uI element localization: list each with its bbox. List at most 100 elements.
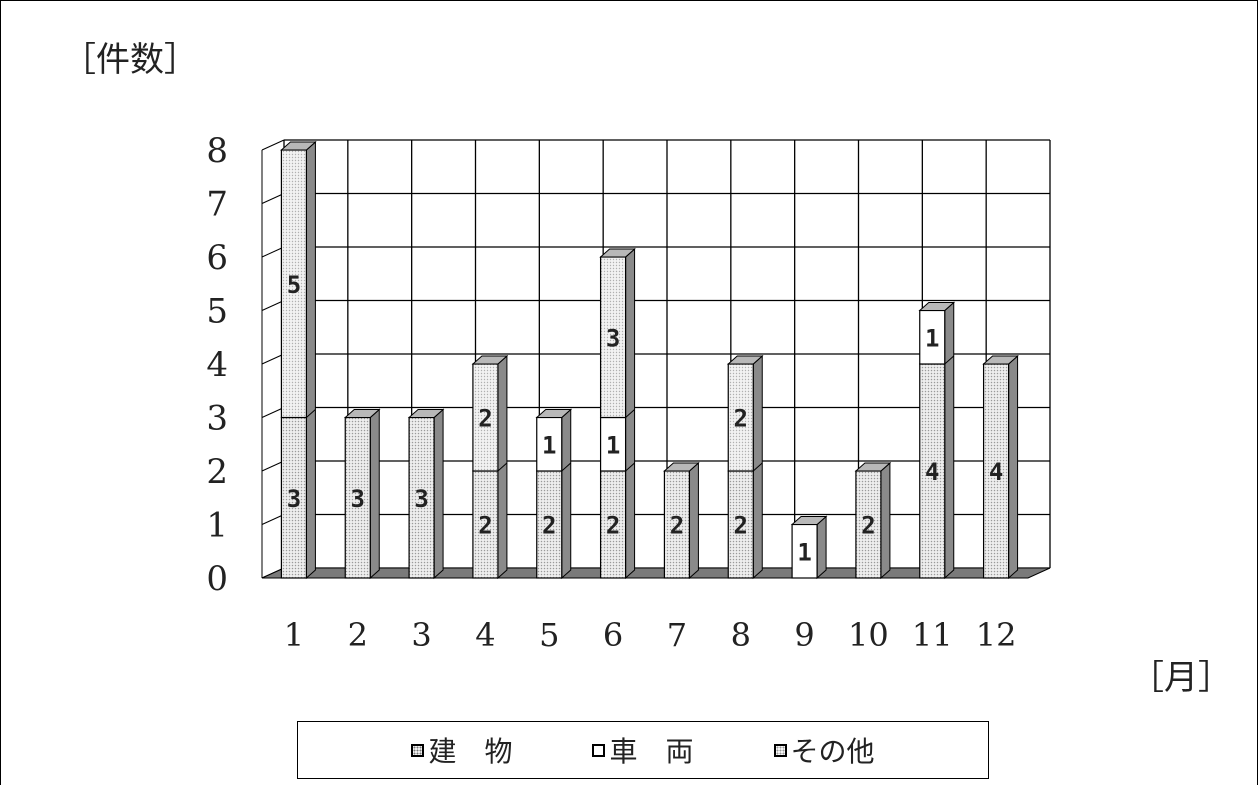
- x-tick-label: 7: [667, 616, 687, 654]
- bar-side-divider: [497, 462, 508, 472]
- bar-segment-other: [727, 363, 754, 472]
- bar-top-face: [280, 141, 317, 151]
- bar-side-face: [688, 461, 699, 580]
- bar-segment-buildings: [536, 470, 563, 579]
- bar-side-face: [816, 515, 827, 580]
- bar-segment-buildings: [408, 416, 435, 579]
- bar-segment-buildings: [982, 363, 1010, 579]
- bar-side-face: [561, 408, 572, 580]
- data-label: 3: [606, 324, 620, 352]
- data-label: 2: [478, 512, 492, 540]
- bar-top-face: [918, 302, 956, 311]
- y-tick-label: 2: [206, 452, 228, 492]
- legend: 建 物 車 両 その他: [297, 721, 989, 779]
- data-label: 5: [287, 271, 301, 299]
- y-tick-label: 5: [206, 292, 228, 332]
- gridline-wall: [261, 300, 285, 311]
- bar-segment-buildings: [280, 416, 308, 579]
- x-tick-label: 4: [475, 616, 495, 654]
- legend-item-buildings: 建 物: [411, 730, 512, 770]
- data-label: 4: [925, 458, 939, 486]
- bar-side-face: [305, 140, 316, 580]
- x-tick-label: 5: [539, 616, 559, 654]
- x-tick-label: 12: [976, 616, 1017, 654]
- legend-item-vehicles: 車 両: [592, 730, 694, 770]
- data-label: 2: [861, 512, 875, 540]
- bar-top-face: [599, 248, 636, 258]
- x-tick-label: 2: [348, 616, 368, 654]
- bar-side-face: [433, 408, 444, 580]
- bar-top-face: [790, 516, 828, 525]
- x-tick-label: 6: [603, 616, 623, 654]
- gridline-wall: [261, 407, 285, 418]
- data-label: 2: [542, 512, 556, 540]
- legend-swatch-buildings: [411, 743, 425, 757]
- y-axis-title: ［件数］: [62, 40, 198, 80]
- y-tick-label: 8: [206, 131, 228, 171]
- bar-side-divider: [561, 462, 572, 472]
- floor-plane: [261, 567, 1051, 579]
- bar-segment-buildings: [472, 470, 499, 579]
- gridline-wall: [261, 193, 285, 204]
- bar-top-face: [726, 355, 764, 365]
- bar-segment-buildings: [599, 470, 627, 579]
- data-label: 3: [351, 485, 365, 513]
- legend-swatch-other: [773, 743, 787, 757]
- y-tick-label: 6: [206, 238, 228, 278]
- data-label: 2: [606, 512, 620, 540]
- bar-segment-other: [472, 363, 499, 472]
- data-label: 2: [478, 405, 492, 433]
- x-axis-title: ［月］: [1130, 658, 1232, 698]
- gridline-wall: [261, 460, 285, 472]
- x-tick-label: 11: [912, 616, 953, 654]
- legend-label-vehicles: 車 両: [609, 735, 694, 768]
- legend-swatch-vehicles: [592, 743, 606, 757]
- x-tick-label: 1: [284, 616, 304, 654]
- gridline-wall: [261, 246, 285, 258]
- legend-item-other: その他: [773, 730, 875, 770]
- bar-segment-buildings: [727, 470, 754, 579]
- data-label: 2: [734, 512, 748, 540]
- bar-side-divider: [625, 462, 635, 472]
- x-tick-label: 9: [794, 616, 814, 654]
- bar-top-face: [343, 409, 381, 418]
- bar-segment-other: [280, 149, 308, 419]
- bar-top-face: [535, 409, 573, 418]
- data-label: 1: [542, 431, 556, 459]
- bar-side-face: [1008, 354, 1019, 580]
- data-label: 3: [414, 485, 428, 513]
- data-label: 4: [989, 458, 1003, 486]
- x-tick-label: 10: [848, 616, 889, 654]
- gridline-wall: [261, 353, 285, 365]
- bars: [280, 140, 1019, 580]
- bar-side-divider: [625, 409, 635, 418]
- bar-side-face: [369, 408, 380, 580]
- bar-top-face: [663, 462, 700, 472]
- gridline-wall: [261, 139, 285, 151]
- y-tick-label: 0: [206, 559, 228, 599]
- chart-floor: [261, 567, 1051, 579]
- bar-segment-buildings: [344, 416, 371, 579]
- data-label: 2: [734, 405, 748, 433]
- y-tick-label: 1: [206, 506, 228, 546]
- x-tick-label: 3: [411, 616, 431, 654]
- legend-label-other: その他: [790, 735, 875, 768]
- bar-top-face: [854, 462, 892, 472]
- bar-segment-other: [599, 256, 627, 419]
- y-tick-label: 4: [206, 345, 228, 385]
- bar-side-face: [880, 461, 891, 580]
- data-label: 3: [287, 485, 301, 513]
- gridline-wall: [261, 514, 285, 525]
- bar-side-divider: [944, 355, 955, 365]
- bar-side-face: [944, 301, 955, 580]
- data-label: 2: [670, 512, 684, 540]
- x-tick-label: 8: [731, 616, 751, 654]
- data-label: 1: [606, 431, 620, 459]
- y-tick-label: 7: [206, 185, 228, 225]
- bar-segment-buildings: [663, 470, 691, 579]
- bar-side-divider: [752, 462, 763, 472]
- bar-top-face: [471, 355, 509, 365]
- data-label: 1: [797, 538, 811, 566]
